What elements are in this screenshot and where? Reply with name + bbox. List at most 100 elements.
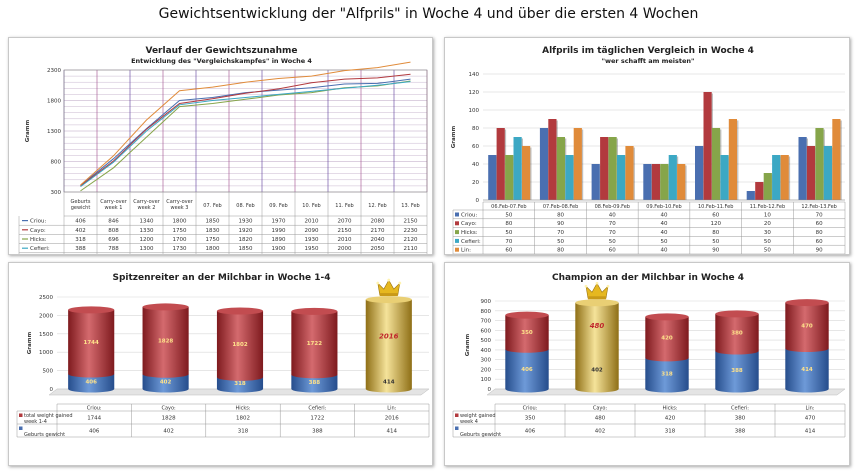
x-tick-label: 10. Feb	[302, 203, 320, 209]
legend-swatch	[455, 413, 459, 417]
data-value: 2000	[338, 246, 352, 252]
legend-label: Cayo:	[30, 228, 46, 234]
data-value: 388	[312, 429, 323, 435]
data-value: 60	[609, 248, 616, 254]
data-value: 1750	[173, 228, 187, 234]
base-value-label: 402	[591, 367, 603, 373]
bar-top-1	[575, 302, 619, 354]
top-value-label: 1744	[84, 340, 99, 346]
week4-stacked-chart: Champion an der Milchbar in Woche 4 0 100 2…	[452, 273, 846, 438]
bar-top-3	[291, 311, 338, 379]
bar-base-1	[575, 349, 619, 393]
y-tick-label: 600	[481, 328, 492, 334]
data-value: 788	[108, 246, 119, 252]
y-tick-label: 20	[472, 180, 479, 186]
legend-label: Hicks:	[30, 237, 47, 243]
bar-1-4	[703, 92, 712, 200]
data-value: 1300	[140, 246, 154, 252]
legend-label: weight gained week 4	[460, 413, 496, 425]
y-tick-label: 140	[469, 72, 480, 78]
y-tick-label: 60	[472, 144, 479, 150]
daily-bar-chart: Alfprils im täglichen Vergleich in Woche…	[451, 46, 846, 254]
legend-label: Geburts gewicht	[460, 432, 501, 438]
bar-4-5	[780, 155, 789, 200]
data-value: 1900	[272, 246, 286, 252]
y-tick-label: 0	[50, 387, 54, 393]
chart-title: Verlauf der Gewichtszunahme	[145, 46, 297, 56]
y-tick-label: 700	[481, 319, 492, 325]
legend-swatch	[19, 413, 23, 417]
x-tick-label: Cayo:	[593, 406, 608, 412]
bar-shadow	[530, 147, 532, 200]
x-tick-label: Lin:	[805, 406, 814, 412]
data-value: 318	[75, 237, 86, 243]
bar-3-2	[617, 155, 626, 200]
data-value: 406	[75, 219, 86, 225]
y-tick-label: 0	[488, 387, 492, 393]
data-value: 406	[89, 429, 100, 435]
data-value: 1930	[305, 237, 319, 243]
data-value: 1850	[206, 219, 220, 225]
x-tick-label: Cefieri:	[308, 406, 326, 412]
legend-swatch-4	[455, 247, 459, 252]
data-value: 1950	[305, 246, 319, 252]
data-value: 90	[816, 248, 823, 254]
bar-3-1	[565, 155, 574, 200]
bar-2-2	[608, 137, 617, 200]
legend-swatch-2	[455, 230, 459, 235]
bar-shadow	[737, 120, 739, 200]
data-value: 40	[661, 212, 668, 218]
x-tick-label: 07.Feb-08.Feb	[543, 204, 578, 210]
data-value: 70	[557, 230, 564, 236]
base-value-label: 406	[85, 380, 97, 386]
data-value: 40	[661, 248, 668, 254]
x-tick-label: Cayo:	[161, 406, 176, 412]
data-value: 2090	[305, 228, 319, 234]
data-value: 1730	[173, 246, 187, 252]
bar-top-0	[68, 309, 115, 378]
y-tick-label: 0	[476, 198, 480, 204]
y-tick-label: 1500	[39, 332, 53, 338]
data-value: 80	[505, 221, 512, 227]
bar-3-4	[720, 155, 729, 200]
data-value: 406	[525, 429, 536, 435]
data-value: 50	[712, 239, 719, 245]
bar-base-0	[505, 349, 549, 393]
y-tick-label: 800	[481, 309, 492, 315]
x-tick-label: Lin:	[387, 406, 396, 412]
data-value: 420	[665, 416, 676, 422]
legend-label: Geburts gewicht	[24, 432, 65, 438]
bar-4-4	[728, 119, 737, 200]
data-value: 1200	[140, 237, 154, 243]
y-tick-label: 2500	[39, 295, 53, 301]
bar-0-1	[539, 128, 549, 200]
bar-2-6	[815, 128, 824, 200]
y-tick-label: 500	[481, 338, 492, 344]
page-title: Gewichtsentwicklung der "Alfprils" in Wo…	[158, 6, 699, 22]
x-tick-label: 11. Feb	[335, 203, 353, 209]
bar-0-3	[643, 164, 652, 200]
data-value: 402	[163, 429, 174, 435]
data-value: 808	[108, 228, 119, 234]
bar-cap-0	[505, 311, 549, 319]
data-value: 2040	[371, 237, 385, 243]
data-value: 1820	[239, 237, 253, 243]
data-value: 388	[75, 246, 86, 252]
x-tick-label: Criou:	[87, 406, 102, 412]
bar-4-1	[573, 128, 582, 200]
bar-base-2	[645, 357, 689, 393]
bar-2-4	[711, 128, 721, 200]
bar-shadow	[581, 129, 584, 200]
data-value: 1800	[173, 219, 187, 225]
data-value: 70	[816, 212, 823, 218]
y-axis-label: Gramm	[451, 126, 457, 149]
data-value: 90	[712, 248, 719, 254]
y-axis-label: Gramm	[27, 332, 33, 355]
data-value: 1744	[87, 416, 101, 422]
legend-swatch	[19, 426, 23, 430]
data-value: 40	[661, 230, 668, 236]
week4-stacked-chart-panel: Champion an der Milchbar in Woche 4 0 100 2…	[444, 262, 850, 466]
x-tick-label: 07. Feb	[203, 203, 221, 209]
bar-0-5	[746, 191, 755, 200]
bar-cap-3	[715, 310, 759, 318]
